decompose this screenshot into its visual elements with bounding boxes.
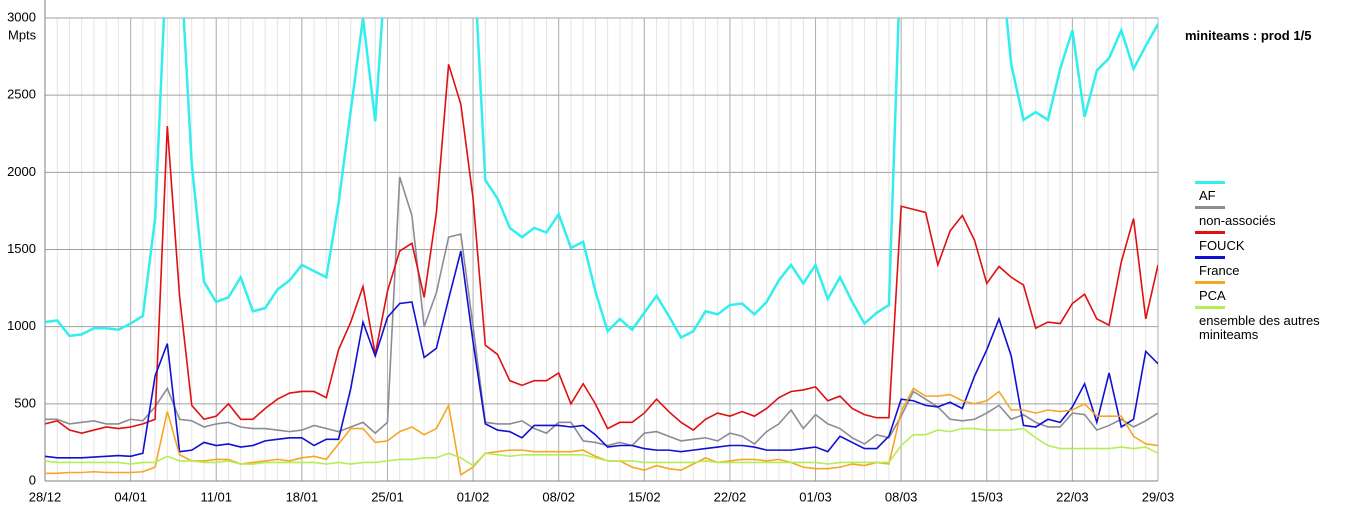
x-tick-label: 22/03 xyxy=(1056,489,1089,504)
y-tick-label: 1000 xyxy=(7,318,36,333)
legend-label: non-associés xyxy=(1199,213,1276,228)
series-line xyxy=(45,18,1158,340)
x-tick-label: 28/12 xyxy=(29,489,62,504)
y-tick-label: 0 xyxy=(29,472,36,487)
legend: AF non-associés FOUCK France PCA ensemble des… xyxy=(1195,176,1355,342)
x-tick-label: 08/02 xyxy=(542,489,575,504)
legend-label: ensemble des autres miniteams xyxy=(1199,313,1320,342)
x-tick-label: 18/01 xyxy=(286,489,319,504)
x-tick-label: 25/01 xyxy=(371,489,404,504)
legend-item: ensemble des autres miniteams xyxy=(1195,301,1355,342)
legend-label: AF xyxy=(1199,188,1216,203)
legend-swatch xyxy=(1195,181,1225,184)
legend-item: PCA xyxy=(1195,276,1355,303)
legend-item: FOUCK xyxy=(1195,226,1355,253)
y-tick-label: 2500 xyxy=(7,87,36,102)
legend-swatch xyxy=(1195,256,1225,259)
legend-label: FOUCK xyxy=(1199,238,1245,253)
series-line xyxy=(45,176,1158,447)
legend-label: France xyxy=(1199,263,1240,278)
x-tick-label: 11/01 xyxy=(200,489,232,504)
legend-item: AF xyxy=(1195,176,1355,203)
plot xyxy=(45,18,1158,477)
legend-label: PCA xyxy=(1199,288,1226,303)
x-tick-label: 08/03 xyxy=(885,489,918,504)
legend-item: non-associés xyxy=(1195,201,1355,228)
x-tick-label: 29/03 xyxy=(1142,489,1175,504)
y-axis-label: Mpts xyxy=(8,27,37,42)
y-tick-label: 2000 xyxy=(7,164,36,179)
x-tick-label: 01/03 xyxy=(799,489,832,504)
y-tick-label: 1500 xyxy=(7,241,36,256)
series-line xyxy=(45,64,1158,434)
x-tick-label: 15/03 xyxy=(970,489,1003,504)
x-tick-label: 04/01 xyxy=(114,489,147,504)
x-tick-label: 01/02 xyxy=(457,489,490,504)
series-line xyxy=(45,250,1158,459)
series-line xyxy=(45,427,1158,467)
legend-swatch xyxy=(1195,206,1225,209)
x-tick-label: 22/02 xyxy=(714,489,747,504)
y-tick-label: 3000 xyxy=(7,9,36,24)
legend-swatch xyxy=(1195,281,1225,284)
legend-swatch xyxy=(1195,306,1225,309)
legend-item: France xyxy=(1195,251,1355,278)
x-tick-label: 15/02 xyxy=(628,489,661,504)
legend-swatch xyxy=(1195,231,1225,234)
y-tick-label: 500 xyxy=(14,395,36,410)
chart-title: miniteams : prod 1/5 xyxy=(1185,28,1312,43)
